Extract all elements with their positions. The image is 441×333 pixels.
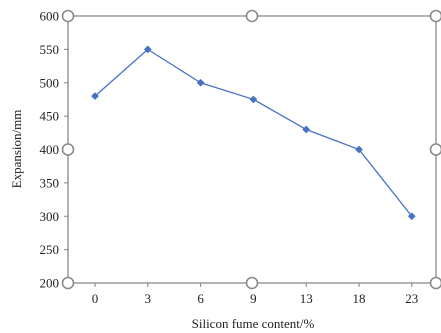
y-tick-label: 200 <box>40 276 60 291</box>
y-tick-label: 350 <box>40 175 60 190</box>
resize-handle <box>61 9 75 23</box>
x-tick-label: 6 <box>197 291 204 306</box>
resize-handle <box>245 276 259 290</box>
selection-handles <box>61 9 441 290</box>
x-tick-label: 3 <box>145 291 152 306</box>
data-point <box>249 95 258 104</box>
resize-handle <box>429 9 441 23</box>
series-line <box>94 48 413 217</box>
x-tick-label: 13 <box>300 291 313 306</box>
x-axis-title: Silicon fume content/% <box>192 316 315 331</box>
resize-handle <box>429 276 441 290</box>
data-point <box>302 125 311 134</box>
data-point <box>407 212 416 221</box>
plot-area: 200 250 300 350 400 450 500 550 600 0 3 6 9 13 18 23 <box>40 9 437 306</box>
data-point <box>143 45 152 54</box>
y-tick-label: 300 <box>40 209 60 224</box>
x-tick-label: 18 <box>353 291 366 306</box>
y-tick-label: 600 <box>40 9 60 24</box>
data-point <box>355 145 363 154</box>
data-point <box>91 92 99 101</box>
x-tick-label: 9 <box>250 291 257 306</box>
y-tick-label: 250 <box>40 242 60 257</box>
y-tick-label: 400 <box>40 142 60 157</box>
y-axis-title: Expansion/mm <box>9 110 24 189</box>
resize-handle <box>245 9 259 23</box>
y-tick-label: 450 <box>40 109 60 124</box>
data-point <box>196 78 205 87</box>
y-tick-label: 500 <box>40 75 60 90</box>
resize-handle <box>429 143 441 156</box>
chart-border <box>67 15 437 284</box>
x-tick-label: 23 <box>405 291 418 306</box>
resize-handle <box>61 143 75 156</box>
resize-handle <box>61 276 75 290</box>
x-tick-label: 0 <box>92 291 99 306</box>
y-tick-label: 550 <box>40 42 60 57</box>
